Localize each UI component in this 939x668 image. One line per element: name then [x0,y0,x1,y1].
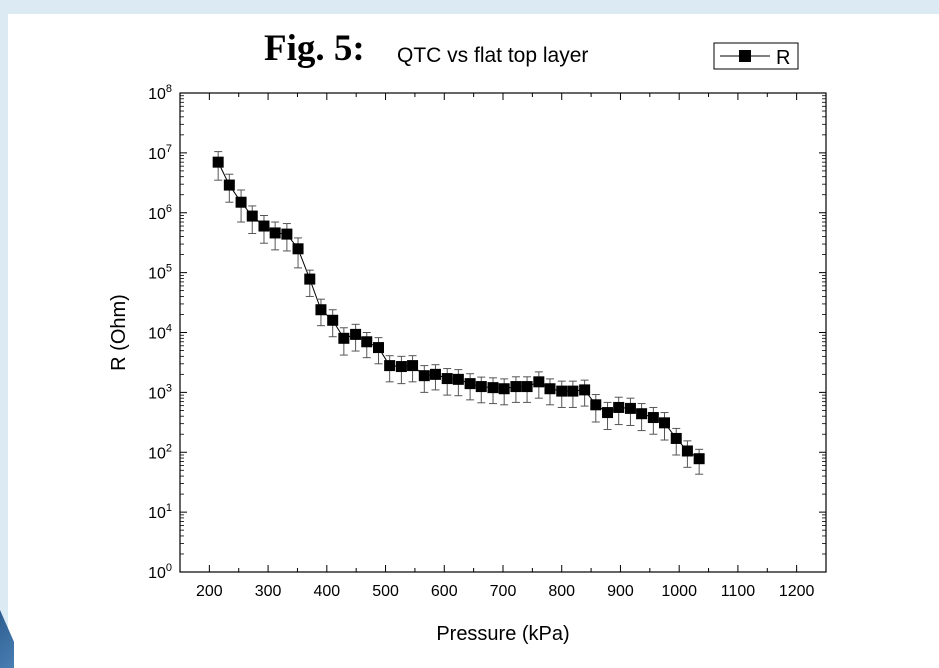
data-point [452,373,464,385]
x-tick-label: 600 [431,583,458,600]
data-point [567,385,579,397]
data-point [407,360,419,372]
data-point [372,342,384,354]
data-point [281,228,293,240]
figure-title-label: Fig. 5: [264,28,365,69]
y-tick-label: 101 [148,502,172,522]
y-tick-label: 106 [148,203,172,223]
x-tick-label: 200 [196,583,223,600]
data-point [647,412,659,424]
data-point [556,385,568,397]
data-point [693,453,705,465]
data-point [590,399,602,411]
data-point [429,368,441,380]
x-tick-label: 500 [372,583,399,600]
data-point [533,376,545,388]
x-tick-label: 1200 [779,583,815,600]
figure-title-text: QTC vs flat top layer [397,44,589,67]
data-point [475,381,487,393]
data-point [624,402,636,414]
x-tick-label: 1100 [721,583,756,600]
data-point [315,304,327,316]
data-point [613,401,625,413]
y-tick-label: 108 [148,83,172,103]
data-point [602,407,614,419]
x-tick-label: 900 [607,583,634,600]
x-tick-label: 400 [313,583,340,600]
data-point [327,314,339,326]
data-point [269,227,281,239]
y-tick-label: 107 [148,143,172,163]
data-point [361,336,373,348]
data-point [258,220,270,232]
data-point [395,361,407,373]
data-point [441,373,453,385]
y-axis: 100 101 102 103 104 105 106 107 108 [148,83,826,582]
data-point [223,179,235,191]
data-point [464,378,476,390]
data-point [681,445,693,457]
data-point [487,382,499,394]
plot-border [179,92,827,573]
data-point [636,408,648,420]
data-point [670,432,682,444]
data-point [246,210,258,222]
data-point [292,243,304,255]
x-tick-label: 700 [490,583,517,600]
x-axis-title: Pressure (kPa) [436,623,569,645]
y-tick-label: 104 [148,323,172,343]
y-tick-label: 105 [148,263,172,283]
y-axis-title: R (Ohm) [108,294,130,371]
data-point [659,417,670,429]
legend: R [713,42,799,70]
plot-frame [179,92,827,573]
data-point [498,383,510,395]
data-point [418,370,430,382]
data-point [579,384,591,396]
x-tick-label: 300 [255,583,282,600]
data-point [235,196,247,208]
legend-entry-R: R [776,47,790,69]
data-point [384,360,396,372]
x-tick-label: 800 [548,583,575,600]
y-tick-label: 103 [148,382,172,402]
slide-background [8,14,939,668]
data-point [212,156,224,168]
x-axis: 200 300 400 500 600 700 800 900 1000 1100 1200 [179,93,827,600]
series-line [217,161,700,460]
data-point [304,273,316,285]
data-point [544,383,556,395]
data-point [350,328,362,340]
data-point [510,381,522,393]
x-tick-label: 1000 [661,583,697,600]
data-point [521,381,533,393]
y-tick-label: 100 [148,562,172,582]
data-point [338,332,350,344]
series-R [212,151,705,475]
legend-marker [739,50,751,62]
y-tick-label: 102 [148,442,172,462]
